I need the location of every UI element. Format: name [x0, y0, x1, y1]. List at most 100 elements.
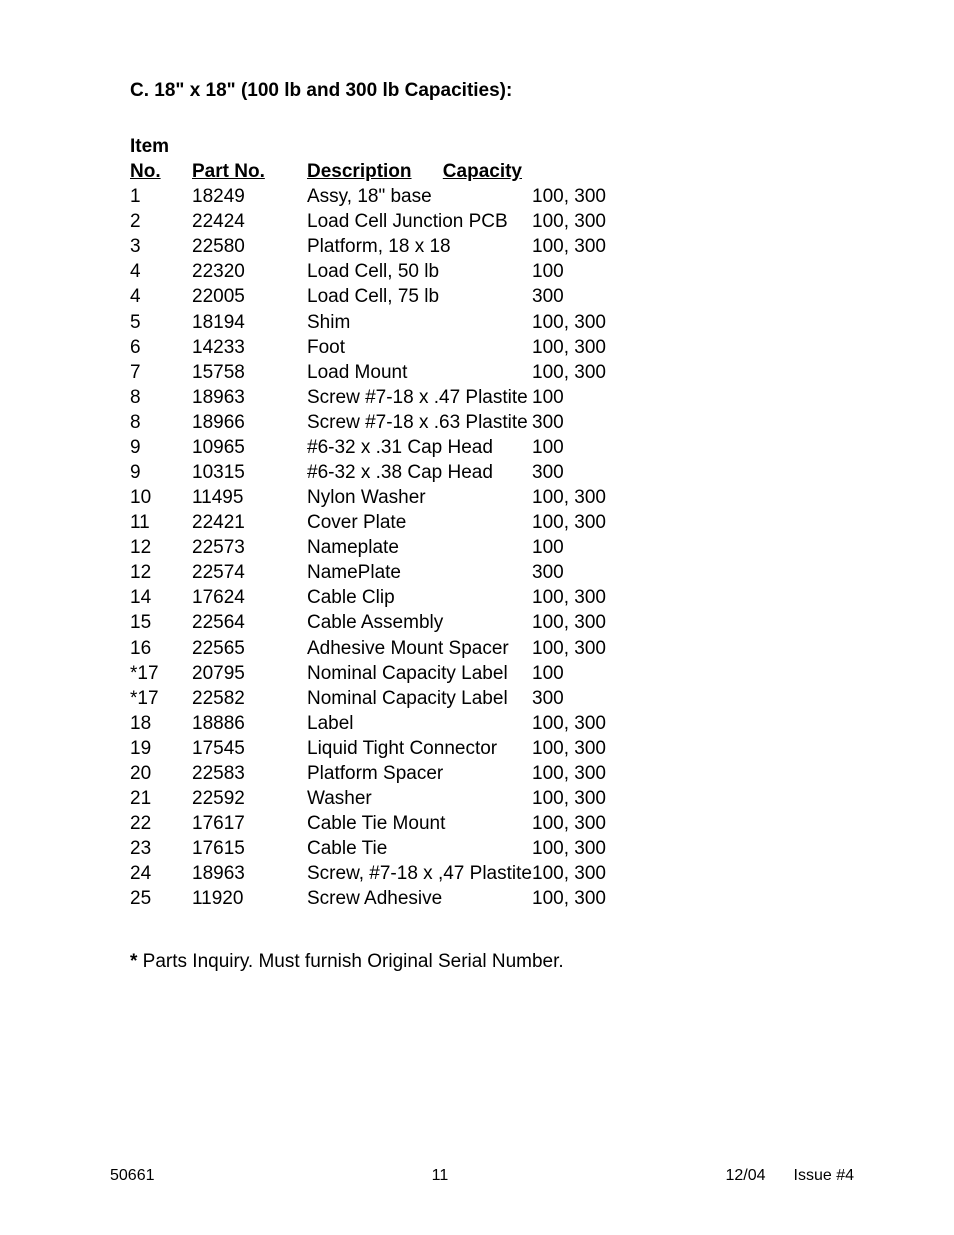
cell-capacity: 100: [532, 385, 662, 410]
table-row: 818966Screw #7-18 x .63 Plastite300: [130, 410, 844, 435]
cell-item-no: 23: [130, 836, 192, 861]
section-lead: C.: [130, 80, 149, 101]
header-item-line1: Item: [130, 134, 192, 159]
cell-item-no: 20: [130, 761, 192, 786]
cell-description: Cable Tie: [307, 836, 532, 861]
cell-description: Shim: [307, 310, 532, 335]
cell-capacity: 100, 300: [532, 861, 662, 886]
cell-part-no: 18963: [192, 861, 307, 886]
cell-part-no: 17545: [192, 736, 307, 761]
table-row: 322580Platform, 18 x 18100, 300: [130, 234, 844, 259]
table-row: 2217617Cable Tie Mount100, 300: [130, 811, 844, 836]
cell-description: Nominal Capacity Label: [307, 686, 532, 711]
cell-description: Cable Assembly: [307, 610, 532, 635]
cell-description: Cable Clip: [307, 585, 532, 610]
cell-part-no: 20795: [192, 661, 307, 686]
header-description: Description: [307, 161, 412, 182]
table-row: 818963Screw #7-18 x .47 Plastite100: [130, 385, 844, 410]
cell-capacity: 100, 300: [532, 610, 662, 635]
cell-description: Screw #7-18 x .47 Plastite: [307, 385, 532, 410]
footnote: * Parts Inquiry. Must furnish Original S…: [130, 951, 844, 973]
cell-part-no: 22320: [192, 259, 307, 284]
cell-description: Nylon Washer: [307, 485, 532, 510]
cell-capacity: 100, 300: [532, 761, 662, 786]
header-capacity: Capacity: [443, 159, 522, 184]
cell-item-no: 16: [130, 636, 192, 661]
cell-capacity: 100, 300: [532, 310, 662, 335]
footer-issue: Issue #4: [794, 1167, 854, 1185]
page: C. 18" x 18" (100 lb and 300 lb Capaciti…: [0, 0, 954, 1235]
header-row-2: No. Part No. Description Capacity: [130, 159, 844, 184]
cell-item-no: 10: [130, 485, 192, 510]
cell-item-no: 15: [130, 610, 192, 635]
cell-capacity: 100, 300: [532, 485, 662, 510]
page-footer: 50661 11 12/04 Issue #4: [0, 1167, 954, 1185]
table-row: 1917545Liquid Tight Connector100, 300: [130, 736, 844, 761]
cell-description: Screw, #7-18 x ,47 Plastite: [307, 861, 532, 886]
cell-item-no: 2: [130, 209, 192, 234]
cell-part-no: 22582: [192, 686, 307, 711]
cell-capacity: 100: [532, 661, 662, 686]
cell-part-no: 17624: [192, 585, 307, 610]
cell-description: Washer: [307, 786, 532, 811]
cell-capacity: 100, 300: [532, 510, 662, 535]
cell-part-no: 22005: [192, 284, 307, 309]
table-row: 1222573Nameplate100: [130, 535, 844, 560]
cell-description: Liquid Tight Connector: [307, 736, 532, 761]
cell-part-no: 17615: [192, 836, 307, 861]
cell-item-no: 25: [130, 886, 192, 911]
table-row: 2122592Washer100, 300: [130, 786, 844, 811]
table-row: 2317615Cable Tie100, 300: [130, 836, 844, 861]
header-item-no: No.: [130, 159, 192, 184]
cell-item-no: 9: [130, 460, 192, 485]
cell-description: Label: [307, 711, 532, 736]
cell-part-no: 10315: [192, 460, 307, 485]
table-row: 1122421Cover Plate100, 300: [130, 510, 844, 535]
table-row: 422320Load Cell, 50 lb100: [130, 259, 844, 284]
cell-item-no: 8: [130, 385, 192, 410]
cell-description: Foot: [307, 335, 532, 360]
cell-part-no: 18966: [192, 410, 307, 435]
cell-part-no: 22564: [192, 610, 307, 635]
header-row-1: Item: [130, 134, 844, 159]
cell-capacity: 100, 300: [532, 360, 662, 385]
cell-part-no: 18963: [192, 385, 307, 410]
cell-item-no: 24: [130, 861, 192, 886]
cell-part-no: 22421: [192, 510, 307, 535]
cell-description: Load Mount: [307, 360, 532, 385]
cell-description: Cable Tie Mount: [307, 811, 532, 836]
cell-part-no: 22573: [192, 535, 307, 560]
header-desc-wrap: Description Capacity: [307, 159, 532, 184]
cell-description: Nominal Capacity Label: [307, 661, 532, 686]
cell-capacity: 100, 300: [532, 711, 662, 736]
cell-capacity: 300: [532, 284, 662, 309]
cell-item-no: 18: [130, 711, 192, 736]
cell-description: Platform Spacer: [307, 761, 532, 786]
cell-part-no: 11495: [192, 485, 307, 510]
cell-item-no: 1: [130, 184, 192, 209]
table-row: 518194Shim100, 300: [130, 310, 844, 335]
cell-description: Load Cell Junction PCB: [307, 209, 532, 234]
table-row: *1722582Nominal Capacity Label300: [130, 686, 844, 711]
cell-part-no: 22565: [192, 636, 307, 661]
table-row: 715758Load Mount100, 300: [130, 360, 844, 385]
cell-item-no: 8: [130, 410, 192, 435]
cell-part-no: 15758: [192, 360, 307, 385]
cell-description: NamePlate: [307, 560, 532, 585]
cell-part-no: 22574: [192, 560, 307, 585]
cell-part-no: 18194: [192, 310, 307, 335]
cell-description: Nameplate: [307, 535, 532, 560]
cell-part-no: 22424: [192, 209, 307, 234]
cell-item-no: 19: [130, 736, 192, 761]
cell-description: Cover Plate: [307, 510, 532, 535]
cell-item-no: 11: [130, 510, 192, 535]
cell-part-no: 22580: [192, 234, 307, 259]
cell-item-no: 12: [130, 560, 192, 585]
table-row: 1622565Adhesive Mount Spacer100, 300: [130, 636, 844, 661]
cell-part-no: 11920: [192, 886, 307, 911]
cell-capacity: 100, 300: [532, 184, 662, 209]
header-part-no: Part No.: [192, 159, 307, 184]
table-row: 614233Foot100, 300: [130, 335, 844, 360]
cell-capacity: 100, 300: [532, 335, 662, 360]
cell-capacity: 100, 300: [532, 836, 662, 861]
